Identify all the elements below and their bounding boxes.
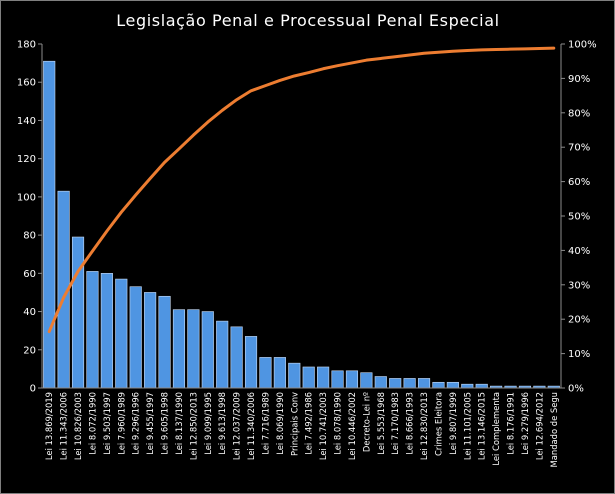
bar — [331, 370, 344, 389]
category-label: Crimes Eleitora — [433, 392, 443, 456]
category-label: Lei 7.716/1989 — [260, 392, 270, 455]
left-tick-label: 60 — [23, 269, 36, 280]
category-label: Lei 10.741/2003 — [318, 392, 328, 460]
right-axis-tick-labels: 0% 10% 20% 30% 40% 50% 60% 70% 80% 90% 100% — [561, 40, 597, 395]
bar — [475, 383, 488, 389]
category-label: Lei 9.296/1996 — [131, 392, 141, 455]
bar — [345, 370, 359, 389]
category-label: Lei 9.605/1998 — [160, 392, 170, 455]
bar — [244, 336, 258, 389]
bar — [201, 311, 214, 389]
bar — [216, 320, 229, 389]
right-tick-label: 50% — [568, 212, 590, 223]
bar — [100, 273, 113, 389]
left-axis-tick-labels: 0 20 40 60 80 100 120 140 160 180 — [17, 40, 42, 395]
right-tick-label: 70% — [568, 143, 590, 154]
category-label: Principais Conv — [289, 392, 299, 456]
left-tick-label: 180 — [17, 40, 36, 51]
bar — [172, 309, 186, 389]
bar — [288, 362, 301, 389]
category-label: Lei 9.455/1997 — [145, 392, 155, 455]
category-label: Lei 7.492/1986 — [304, 392, 314, 455]
category-label: Lei 5.553/1968 — [376, 392, 386, 455]
left-tick-label: 20 — [23, 345, 36, 356]
right-tick-label: 60% — [568, 177, 590, 188]
bar — [417, 378, 431, 389]
right-tick-label: 80% — [568, 108, 590, 119]
bar — [389, 378, 402, 389]
bar — [158, 295, 171, 389]
bar — [230, 326, 243, 389]
category-label: Lei 10.446/2002 — [347, 392, 357, 460]
bar — [273, 357, 286, 389]
category-label: Lei 12.850/2013 — [188, 392, 198, 460]
category-label: Lei 8.069/1990 — [275, 392, 285, 455]
bar — [461, 383, 474, 389]
bar — [374, 376, 387, 389]
bar — [144, 292, 157, 389]
category-label: Lei 9.613/1998 — [217, 392, 227, 455]
left-tick-label: 80 — [23, 231, 36, 242]
bar — [187, 309, 200, 389]
bar — [129, 286, 142, 389]
left-tick-label: 140 — [17, 116, 36, 127]
category-label: Lei 7.960/1989 — [116, 392, 126, 455]
bar — [446, 381, 459, 389]
category-label: Lei 11.340/2006 — [246, 392, 256, 460]
bar-series — [43, 60, 560, 389]
category-label: Lei 9.279/1996 — [520, 392, 530, 455]
right-tick-label: 30% — [568, 280, 590, 291]
category-label: Lei 10.826/2003 — [73, 392, 83, 460]
category-label: Lei 7.170/1983 — [390, 392, 400, 455]
category-label: Lei 12.037/2009 — [232, 392, 242, 460]
right-tick-label: 20% — [568, 315, 590, 326]
bar — [86, 271, 99, 389]
bar — [360, 372, 373, 389]
category-label: Lei 11.343/2006 — [59, 392, 69, 460]
category-labels: Lei 13.869/2019 Lei 11.343/2006 Lei 10.826… — [44, 392, 559, 467]
category-label: Lei 8.137/1990 — [174, 392, 184, 455]
cumulative-line — [47, 46, 556, 334]
cumulative-line-series — [47, 46, 556, 334]
category-label: Lei 9.503/1997 — [102, 392, 112, 455]
left-tick-label: 100 — [17, 192, 36, 203]
category-label: Lei Complementa — [491, 392, 501, 466]
left-tick-label: 160 — [17, 78, 36, 89]
category-label: Lei 8.666/1993 — [405, 392, 415, 455]
category-label: Lei 8.078/1990 — [333, 392, 343, 455]
bar — [403, 378, 416, 389]
right-tick-label: 0% — [568, 384, 584, 395]
chart-title: Legislação Penal e Processual Penal Espe… — [116, 11, 499, 30]
right-tick-label: 100% — [568, 40, 597, 51]
right-tick-label: 40% — [568, 246, 590, 257]
right-tick-label: 10% — [568, 349, 590, 360]
category-label: Lei 12.830/2013 — [419, 392, 429, 460]
category-label: Lei 8.072/1990 — [87, 392, 97, 455]
bar — [302, 366, 315, 389]
bar — [432, 381, 445, 389]
bar — [259, 357, 272, 389]
left-tick-label: 40 — [23, 307, 36, 318]
category-label: Lei 9.807/1999 — [448, 392, 458, 455]
category-label: Lei 8.176/1991 — [506, 392, 516, 455]
category-label: Lei 13.869/2019 — [44, 392, 54, 460]
bar — [43, 60, 56, 389]
bar — [71, 236, 85, 389]
category-label: Lei 9.099/1995 — [203, 392, 213, 455]
left-tick-label: 120 — [17, 154, 36, 165]
category-label: Mandado de Segu — [549, 392, 559, 467]
category-label: Lei 11.101/2005 — [462, 392, 472, 460]
category-label: Lei 12.694/2012 — [534, 392, 544, 460]
bar — [317, 366, 330, 389]
left-tick-label: 0 — [30, 384, 36, 395]
right-tick-label: 90% — [568, 74, 590, 85]
category-label: Decreto-Lei nº — [361, 392, 371, 452]
bar — [115, 278, 128, 389]
category-label: Lei 13.146/2015 — [477, 392, 487, 460]
